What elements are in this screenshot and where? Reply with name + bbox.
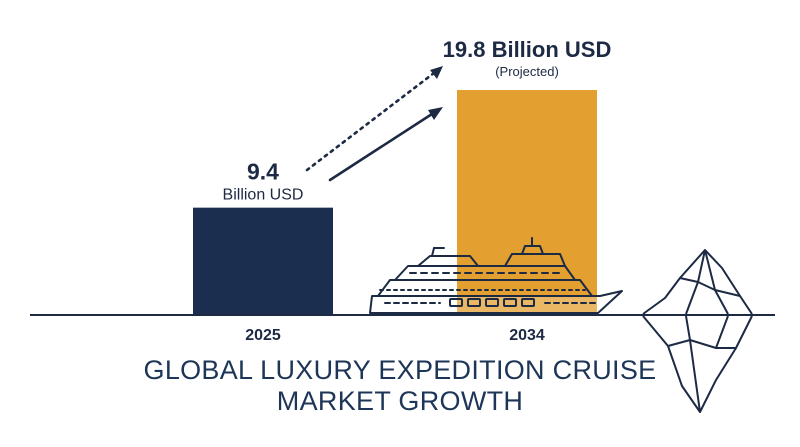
category-label-2025: 2025 (245, 327, 281, 344)
chart-title-line-1: GLOBAL LUXURY EXPEDITION CRUISE (143, 355, 657, 385)
growth-arrow-icon (305, 66, 443, 182)
iceberg-icon (642, 249, 753, 413)
bar-2025 (193, 207, 333, 314)
value-label-2034: 19.8 Billion USD (443, 37, 612, 62)
projected-label-2034: (Projected) (495, 64, 559, 79)
cruise-ship-icon (369, 237, 623, 314)
value-label-2025: 9.4 (247, 159, 279, 185)
category-label-2034: 2034 (509, 327, 545, 344)
chart-title-line-2: MARKET GROWTH (276, 386, 524, 416)
value-unit-label-2025: Billion USD (223, 187, 304, 204)
